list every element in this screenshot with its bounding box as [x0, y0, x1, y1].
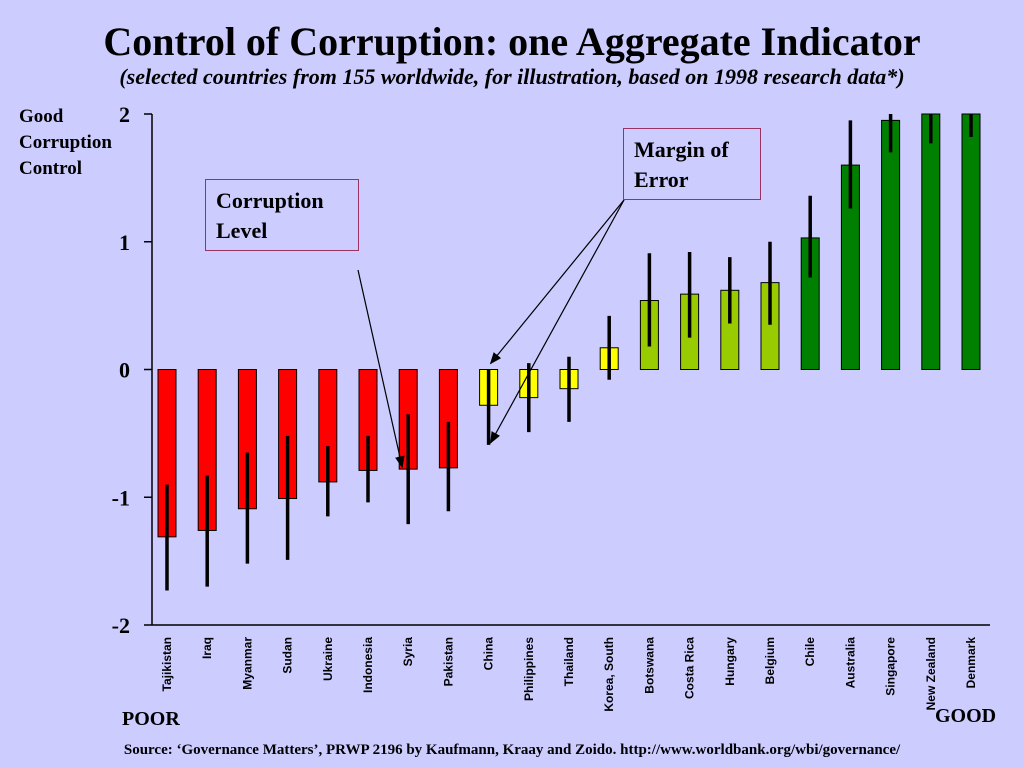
category-label: China: [482, 637, 496, 671]
good-label: GOOD: [935, 705, 997, 727]
category-label: Singapore: [884, 637, 898, 696]
category-label: Syria: [401, 637, 415, 667]
chart-title: Control of Corruption: one Aggregate Ind…: [103, 19, 921, 64]
y-tick-label: 0: [119, 358, 130, 383]
category-label: Hungary: [723, 637, 737, 686]
y-axis-label: Good Corruption Control: [19, 106, 112, 179]
arrow-to-corruption-level: [357, 269, 405, 469]
category-label: Chile: [803, 637, 817, 667]
y-tick-label: -1: [112, 485, 130, 510]
source-note: Source: ‘Governance Matters’, PRWP 2196 …: [123, 742, 901, 758]
category-label: Korea, South: [602, 637, 616, 712]
callout-arrows: [357, 199, 625, 469]
category-label: Ukraine: [321, 637, 335, 681]
category-label: Sudan: [281, 637, 295, 674]
category-label: Iraq: [200, 637, 214, 659]
bar-singapore: [881, 119, 901, 370]
category-label: Belgium: [763, 637, 777, 684]
y-tick-label: -2: [112, 613, 130, 638]
category-label: Indonesia: [361, 637, 375, 693]
category-label: Thailand: [562, 637, 576, 686]
category-label: Denmark: [964, 637, 978, 689]
y-axis: 2 1 0 -1 -2: [112, 102, 990, 638]
bars: [157, 113, 981, 538]
category-label: Costa Rica: [683, 637, 697, 699]
y-tick-label: 1: [119, 230, 130, 255]
bar-new-zealand: [921, 113, 941, 370]
y-tick-label: 2: [119, 102, 130, 127]
category-label: Tajikistan: [160, 637, 174, 691]
margin-of-error-callout: Margin of Error: [623, 128, 761, 200]
category-label: Botswana: [642, 637, 656, 694]
category-labels: Tajikistan Iraq Myanmar Sudan Ukraine Indones…: [160, 637, 978, 712]
bar-denmark: [961, 113, 981, 370]
poor-label: POOR: [122, 708, 180, 730]
arrow-to-margin-lower: [490, 199, 625, 444]
category-label: Pakistan: [441, 637, 455, 686]
chart-subtitle: (selected countries from 155 worldwide, …: [119, 64, 905, 89]
category-label: Myanmar: [240, 637, 254, 690]
category-label: New Zealand: [924, 637, 938, 710]
error-bars: [165, 114, 973, 591]
category-label: Australia: [843, 637, 857, 689]
category-label: Philippines: [522, 637, 536, 701]
corruption-level-callout: Corruption Level: [205, 179, 359, 251]
arrow-to-margin-upper: [489, 199, 625, 365]
